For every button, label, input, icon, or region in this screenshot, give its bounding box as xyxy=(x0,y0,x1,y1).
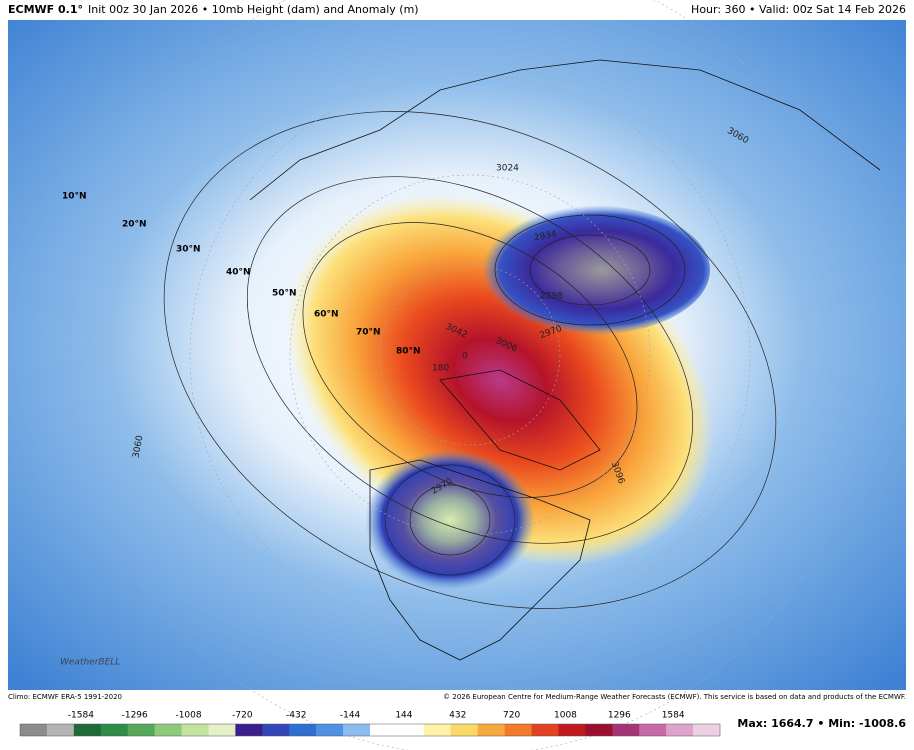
cold-anomaly-eurasia xyxy=(470,205,710,335)
contour-label: 0 xyxy=(462,352,468,362)
latitude-label: 50°N xyxy=(272,289,297,299)
colorbar-swatch xyxy=(20,724,48,736)
colorbar-label: -1584 xyxy=(68,711,94,721)
colorbar-label: 144 xyxy=(395,711,412,721)
colorbar-swatch xyxy=(585,724,613,736)
colorbar-swatch xyxy=(289,724,317,736)
colorbar-swatch xyxy=(235,724,263,736)
run-description: Init 00z 30 Jan 2026 • 10mb Height (dam)… xyxy=(88,3,419,16)
colorbar-swatch xyxy=(316,724,344,736)
colorbar-label: -144 xyxy=(340,711,361,721)
colorbar-swatch xyxy=(477,724,505,736)
colorbar-swatch xyxy=(612,724,640,736)
colorbar-label: 1296 xyxy=(608,711,631,721)
cold-anomaly-america xyxy=(365,450,535,590)
colorbar-swatch xyxy=(343,724,371,736)
colorbar-swatch xyxy=(46,724,75,736)
colorbar-swatch xyxy=(100,724,128,736)
colorbar-swatch xyxy=(531,724,559,736)
extremes: Max: 1664.7 • Min: -1008.6 xyxy=(737,717,906,730)
colorbar-swatch xyxy=(639,724,667,736)
colorbar-swatch xyxy=(127,724,155,736)
colorbar-swatch xyxy=(504,724,532,736)
colorbar-label: 720 xyxy=(503,711,520,721)
colorbar-label: -720 xyxy=(232,711,253,721)
contour-label: 3060 xyxy=(132,434,146,459)
latitude-label: 30°N xyxy=(176,245,201,255)
latitude-label: 60°N xyxy=(314,310,339,320)
colorbar-label: -432 xyxy=(286,711,306,721)
graticule xyxy=(69,0,871,750)
latitude-label: 80°N xyxy=(396,347,421,357)
contour-label: 2898 xyxy=(540,292,563,302)
longitude-label: 180 xyxy=(432,364,449,374)
colorbar-swatch xyxy=(181,724,209,736)
colorbar-label: 432 xyxy=(449,711,466,721)
latitude-label: 70°N xyxy=(356,328,381,338)
colorbar-swatch xyxy=(154,724,182,736)
colorbar-swatch xyxy=(423,724,452,736)
latitude-label: 20°N xyxy=(122,220,147,230)
colorbar-swatch xyxy=(396,724,425,736)
credit-note: © 2026 European Centre for Medium-Range … xyxy=(443,693,906,701)
contour-label: 3024 xyxy=(496,164,519,174)
colorbar: -1584 -1296 -1008 -720 -432 -144 144 432 720 1008… xyxy=(19,711,721,737)
colorbar-swatch xyxy=(450,724,478,736)
contour-label: 2934 xyxy=(533,230,558,244)
coastlines xyxy=(249,59,881,661)
latitude-label: 10°N xyxy=(62,192,87,202)
colorbar-label: 1008 xyxy=(554,711,577,721)
logo: WeatherBELL xyxy=(60,658,120,668)
colorbar-frame xyxy=(19,723,721,737)
height-contours xyxy=(163,111,777,609)
colorbar-swatch xyxy=(558,724,586,736)
colorbar-swatch xyxy=(73,724,102,736)
colorbar-swatch xyxy=(262,724,290,736)
valid-time: Hour: 360 • Valid: 00z Sat 14 Feb 2026 xyxy=(691,3,906,16)
model-name: ECMWF 0.1° xyxy=(8,3,83,16)
latitude-label: 40°N xyxy=(226,268,251,278)
colorbar-label: -1296 xyxy=(122,711,148,721)
map: 10°N 20°N 30°N 40°N 50°N 60°N 70°N 80°N 180 3060 3… xyxy=(8,0,906,750)
colorbar-swatch xyxy=(693,724,721,736)
climo-note: Climo: ECMWF ERA-5 1991-2020 xyxy=(8,693,122,701)
colorbar-label: 1584 xyxy=(662,711,685,721)
colorbar-swatch xyxy=(666,724,694,736)
colorbar-swatch xyxy=(208,724,236,736)
colorbar-label: -1008 xyxy=(175,711,201,721)
colorbar-swatch xyxy=(370,724,398,736)
